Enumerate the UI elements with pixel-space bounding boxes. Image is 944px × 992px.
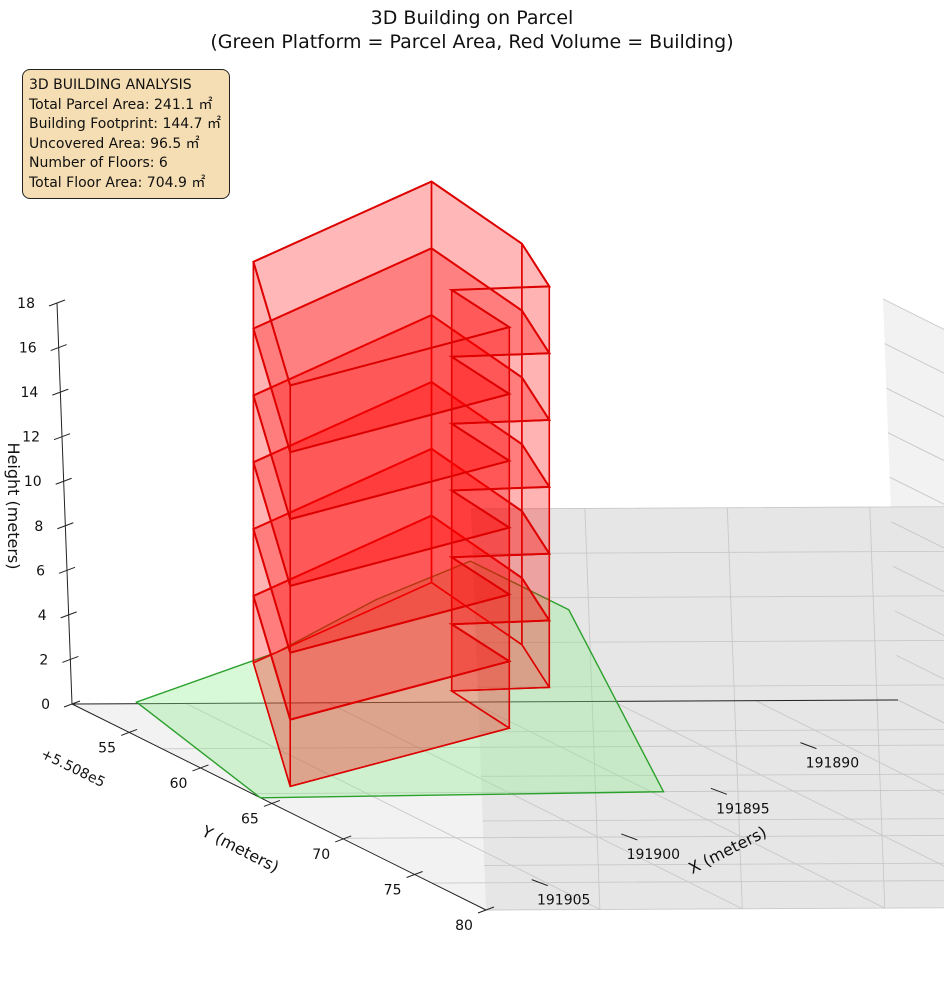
- building-analysis-info-box: 3D BUILDING ANALYSIS Total Parcel Area: …: [22, 69, 230, 199]
- z-tick-mark: [53, 433, 71, 441]
- z-tick-label: 6: [36, 563, 45, 579]
- grid-line-x: [431, 880, 944, 884]
- building-floor: [252, 380, 552, 654]
- x-tick-mark: [800, 742, 817, 750]
- y-tick-label: 65: [241, 811, 259, 827]
- x-tick-label: 191905: [537, 893, 590, 909]
- grid-line-x: [251, 789, 944, 795]
- z-tick-mark: [48, 299, 66, 307]
- info-heading: 3D BUILDING ANALYSIS: [29, 77, 192, 93]
- chart-title-line1: 3D Building on Parcel: [370, 7, 574, 29]
- grid-line-z: [479, 521, 944, 733]
- z-tick-mark: [55, 477, 72, 485]
- z-tick-mark: [62, 655, 79, 663]
- z-tick-label: 18: [17, 296, 35, 312]
- y-axis-label: Y (meters): [198, 821, 282, 876]
- z-tick-label: 10: [24, 474, 42, 490]
- z-tick-mark: [57, 522, 74, 530]
- y-tick-mark: [120, 728, 138, 736]
- z-tick-label: 8: [34, 519, 43, 535]
- y-tick-mark: [192, 764, 209, 772]
- z-tick-mark: [52, 388, 69, 396]
- y-tick-mark: [406, 871, 423, 878]
- z-tick-label: 0: [41, 697, 50, 713]
- grid-line-z: [485, 699, 944, 911]
- grid-line-z: [472, 343, 944, 555]
- grid-line-z: [480, 565, 944, 777]
- grid-line-z: [482, 610, 944, 822]
- info-building-footprint: Building Footprint: 144.7 ㎡: [29, 116, 222, 133]
- x-tick-mark: [621, 833, 638, 841]
- x-tick-label: 191890: [806, 756, 859, 772]
- building-floor: [252, 447, 552, 721]
- y-tick-mark: [335, 835, 352, 843]
- info-parcel-area: Total Parcel Area: 241.1 ㎡: [29, 96, 213, 113]
- x-axis-line: [71, 703, 487, 911]
- building-floor: [252, 247, 552, 521]
- back-pane-y: [471, 506, 944, 910]
- x-tick-label: 191900: [627, 847, 680, 863]
- y-offset-label: +5.508e5: [38, 746, 107, 791]
- x-tick-mark: [710, 787, 728, 795]
- y-tick-label: 70: [312, 847, 330, 863]
- info-uncovered-area: Uncovered Area: 96.5 ㎡: [29, 135, 200, 152]
- y-tick-label: 80: [455, 918, 473, 934]
- z-tick-mark: [60, 611, 77, 619]
- y-axis-line: [71, 699, 899, 705]
- floor-ceiling: [252, 180, 552, 387]
- info-total-floor-area: Total Floor Area: 704.9 ㎡: [29, 174, 206, 191]
- grid-line-z: [484, 654, 944, 866]
- y-tick-mark: [263, 799, 281, 807]
- z-tick-mark: [58, 566, 76, 574]
- grid-line-z: [474, 387, 944, 599]
- z-axis-line: [56, 302, 73, 705]
- grid-line-z: [470, 298, 944, 510]
- z-axis-label: Height (meters): [4, 443, 23, 570]
- z-tick-label: 2: [39, 652, 48, 668]
- building-floor: [252, 514, 552, 788]
- grid-line-y: [612, 700, 944, 867]
- y-tick-label: 55: [98, 740, 116, 756]
- y-tick-mark: [477, 906, 495, 914]
- z-tick-label: 12: [22, 430, 40, 446]
- y-tick-label: 75: [384, 883, 402, 899]
- chart-title-line2: (Green Platform = Parcel Area, Red Volum…: [210, 31, 734, 53]
- grid-line-z: [477, 476, 944, 688]
- building-floor: [252, 180, 552, 454]
- info-floor-count: Number of Floors: 6: [29, 155, 168, 172]
- x-tick-mark: [531, 879, 548, 887]
- grid-line-z: [475, 432, 944, 644]
- grid-line-y: [755, 700, 944, 795]
- z-tick-mark: [50, 344, 67, 352]
- z-tick-label: 4: [38, 608, 47, 624]
- x-tick-label: 191895: [716, 801, 769, 817]
- grid-line-x: [341, 834, 944, 839]
- z-tick-label: 14: [20, 385, 38, 401]
- z-tick-label: 16: [19, 341, 37, 357]
- z-tick-mark: [63, 700, 81, 708]
- y-tick-label: 60: [170, 776, 188, 792]
